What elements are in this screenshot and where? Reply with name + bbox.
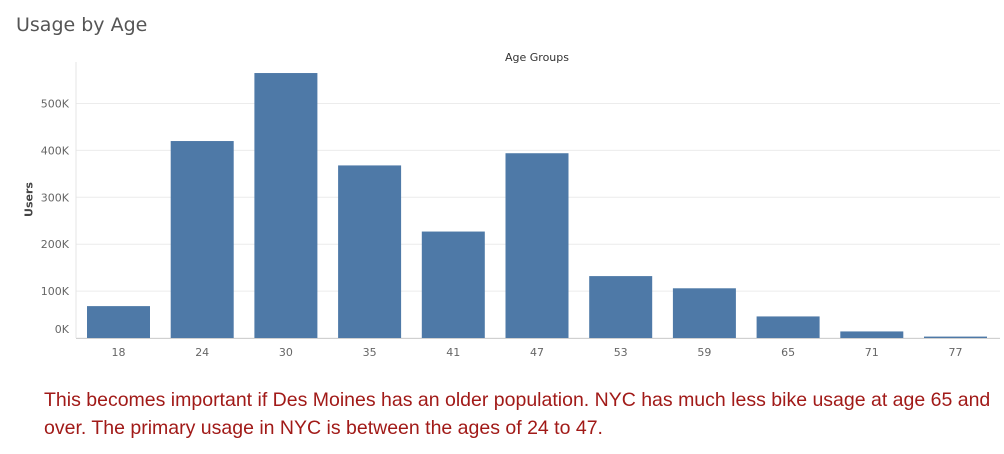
bar-chart: 18 24 30 35 41 47 53 59 65 71 77 0K 100K 200K 300K 400… <box>41 62 1000 359</box>
y-tick-label: 300K <box>41 191 70 204</box>
y-tick-label: 0K <box>55 323 70 336</box>
bar-47 <box>505 153 569 338</box>
x-tick-label: 24 <box>195 346 209 359</box>
y-tick-label: 200K <box>41 238 70 251</box>
x-axis-ticks: 18 24 30 35 41 47 53 59 65 71 77 <box>112 346 963 359</box>
x-tick-label: 35 <box>363 346 377 359</box>
y-tick-label: 400K <box>41 144 70 157</box>
chart-title: Usage by Age <box>16 14 148 36</box>
x-tick-label: 18 <box>112 346 126 359</box>
y-axis-ticks: 0K 100K 200K 300K 400K 500K <box>41 98 70 336</box>
x-tick-label: 59 <box>697 346 711 359</box>
bar-77 <box>924 336 987 338</box>
bar-18 <box>87 306 150 338</box>
x-tick-label: 77 <box>949 346 963 359</box>
y-tick-label: 500K <box>41 98 70 111</box>
bar-41 <box>421 231 485 338</box>
annotation-text: This becomes important if Des Moines has… <box>44 389 991 439</box>
bars <box>87 73 987 338</box>
x-tick-label: 53 <box>614 346 628 359</box>
bar-65 <box>756 316 820 338</box>
x-tick-label: 30 <box>279 346 293 359</box>
x-tick-label: 71 <box>865 346 879 359</box>
x-tick-label: 47 <box>530 346 544 359</box>
bar-71 <box>840 331 904 338</box>
bar-59 <box>672 288 736 338</box>
bar-24 <box>170 141 234 338</box>
x-tick-label: 65 <box>781 346 795 359</box>
bar-53 <box>589 276 653 338</box>
x-axis-group-title: Age Groups <box>505 51 569 64</box>
bar-35 <box>338 165 402 338</box>
bar-30 <box>254 73 318 338</box>
x-tick-label: 41 <box>446 346 460 359</box>
y-tick-label: 100K <box>41 285 70 298</box>
